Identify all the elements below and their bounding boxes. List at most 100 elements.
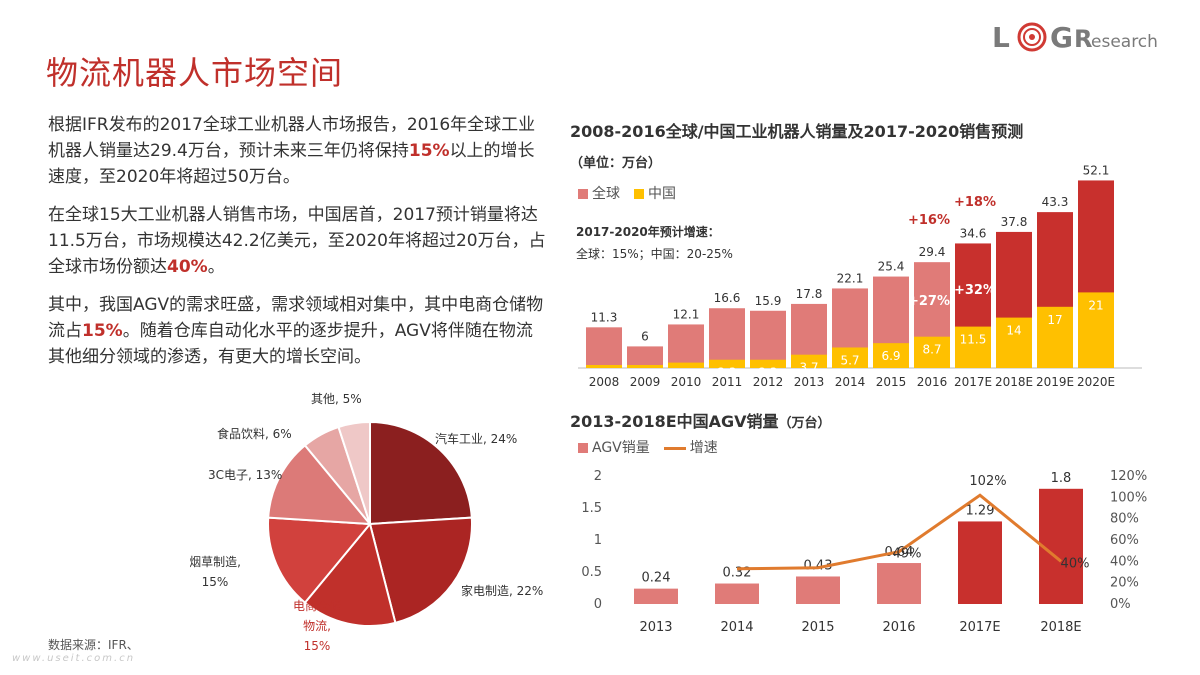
data-label-global: 52.1 xyxy=(1083,163,1110,177)
annotation-growth: +32% xyxy=(954,283,996,298)
data-label-global: 6 xyxy=(641,329,649,343)
x-tick-label: 2019E xyxy=(1036,375,1074,389)
y-left-tick-label: 0.5 xyxy=(581,565,602,580)
x-tick-label: 2020E xyxy=(1077,375,1115,389)
x-tick-label: 2014 xyxy=(835,375,866,389)
data-label-global: 43.3 xyxy=(1042,195,1069,209)
data-label-china: 11.5 xyxy=(960,333,987,347)
data-label-agv: 1.8 xyxy=(1051,471,1072,486)
paragraph-3: 其中，我国AGV的需求旺盛，需求领域相对集中，其中电商仓储物流占15%。随着仓库… xyxy=(48,295,544,367)
industry-pie-chart: 汽车工业, 24% 家电制造, 22% 电商仓储物流, 15% 烟草制造, 15% 3C电子… xyxy=(190,392,543,653)
paragraph-2: 在全球15大工业机器人销售市场，中国居首，2017预计销量将达11.5万台，市场… xyxy=(48,205,546,277)
growth-line xyxy=(736,493,1062,571)
data-label-china: 6.9 xyxy=(881,349,900,363)
footer-url: www.useit.com.cn xyxy=(12,653,136,664)
data-label-agv: 0.24 xyxy=(642,571,671,586)
data-label-global: 17.8 xyxy=(796,287,823,301)
bar-china xyxy=(914,336,950,368)
bar-agv xyxy=(796,576,840,604)
bar-china xyxy=(586,365,622,368)
data-label-china: 1.5 xyxy=(676,369,695,383)
pie-label: 物流, xyxy=(303,619,331,633)
bar-global xyxy=(750,310,786,368)
pie-label: 其他, 5% xyxy=(311,392,362,406)
logo-letter-l: L xyxy=(992,21,1010,54)
robot-sales-chart: 11.320086200912.11.5201016.62.3201115.92… xyxy=(578,163,1142,389)
agv-chart-title: 2013-2018E中国AGV销量（万台） xyxy=(570,412,831,431)
data-label-global: 25.4 xyxy=(878,260,905,274)
robot-chart-title: 2008-2016全球/中国工业机器人销量及2017-2020销售预测（单位：万… xyxy=(570,122,1024,171)
bar-global xyxy=(586,327,622,368)
pie-label: 15% xyxy=(304,639,331,653)
bar-china xyxy=(750,359,786,368)
bar-global xyxy=(709,308,745,368)
pie-slice xyxy=(369,420,473,526)
bar-china xyxy=(1037,306,1073,368)
data-label-china: 21 xyxy=(1088,298,1103,312)
x-tick-label: 2018E xyxy=(995,375,1033,389)
logo: L G R esearch xyxy=(992,16,1162,56)
logo-letter-g: G xyxy=(1050,21,1073,54)
pie-label: 烟草制造, xyxy=(190,555,241,569)
y-left-tick-label: 1.5 xyxy=(581,501,602,516)
pie-label: 汽车工业, 24% xyxy=(435,431,517,446)
data-label-global: 22.1 xyxy=(837,271,864,285)
y-right-tick-label: 60% xyxy=(1110,533,1139,548)
y-right-tick-label: 0% xyxy=(1110,597,1131,612)
bar-china xyxy=(996,317,1032,368)
data-label-growth: 102% xyxy=(969,474,1006,489)
annotation-growth: +18% xyxy=(954,195,996,210)
legend-item-growth: 增速 xyxy=(663,437,718,457)
data-source: 数据来源：IFR、 xyxy=(48,638,139,652)
robot-chart-legend: 全球 中国 xyxy=(578,183,676,203)
data-label-china: 3.7 xyxy=(799,361,818,375)
y-left-tick-label: 0 xyxy=(594,597,602,612)
data-label-china: 17 xyxy=(1047,313,1062,327)
data-label-global: 11.3 xyxy=(591,310,618,324)
x-tick-label: 2010 xyxy=(671,375,702,389)
data-label-china: 2.3 xyxy=(717,366,736,380)
pie-slice xyxy=(267,443,373,526)
legend-item-china: 中国 xyxy=(634,183,676,203)
x-tick-label: 2013 xyxy=(794,375,825,389)
x-tick-label: 2017E xyxy=(959,620,1000,635)
pie-slice xyxy=(337,420,371,525)
y-left-tick-label: 2 xyxy=(594,469,602,484)
x-tick-label: 2018E xyxy=(1040,620,1081,635)
y-right-tick-label: 120% xyxy=(1110,469,1147,484)
pie-label: 15% xyxy=(202,575,229,589)
x-tick-label: 2015 xyxy=(876,375,907,389)
annotation-growth: +27% xyxy=(908,294,950,309)
data-label-growth: 49% xyxy=(893,547,922,562)
pie-slice xyxy=(368,516,473,625)
data-label-global: 15.9 xyxy=(755,294,782,308)
bar-china xyxy=(791,354,827,368)
logo-letter-r: R xyxy=(1074,25,1092,53)
pie-label: 食品饮料, 6% xyxy=(217,426,292,441)
bar-agv xyxy=(634,588,678,604)
x-tick-label: 2011 xyxy=(712,375,743,389)
x-tick-label: 2012 xyxy=(753,375,784,389)
data-label-global: 29.4 xyxy=(919,245,946,259)
data-label-agv: 1.29 xyxy=(966,503,995,518)
x-tick-label: 2017E xyxy=(954,375,992,389)
logo-target-icon xyxy=(1017,22,1047,52)
x-tick-label: 2014 xyxy=(720,620,753,635)
data-label-growth: 40% xyxy=(1061,556,1090,571)
bar-agv xyxy=(1039,488,1083,604)
bar-agv xyxy=(877,563,921,604)
x-tick-label: 2016 xyxy=(882,620,915,635)
bar-china xyxy=(627,365,663,368)
pie-label: 家电制造, 22% xyxy=(461,583,543,598)
page-title: 物流机器人市场空间 xyxy=(46,54,344,92)
data-label-global: 16.6 xyxy=(714,291,741,305)
x-tick-label: 2008 xyxy=(589,375,620,389)
bar-global xyxy=(627,346,663,368)
y-left-tick-label: 1 xyxy=(594,533,602,548)
x-tick-label: 2015 xyxy=(801,620,834,635)
logo-suffix: esearch xyxy=(1091,32,1158,52)
agv-sales-chart: 00.511.520%20%40%60%80%100%120%0.2420130… xyxy=(581,469,1147,635)
data-label-china: 5.7 xyxy=(840,353,859,367)
bar-china xyxy=(668,362,704,368)
data-label-china: 2.3 xyxy=(758,366,777,380)
